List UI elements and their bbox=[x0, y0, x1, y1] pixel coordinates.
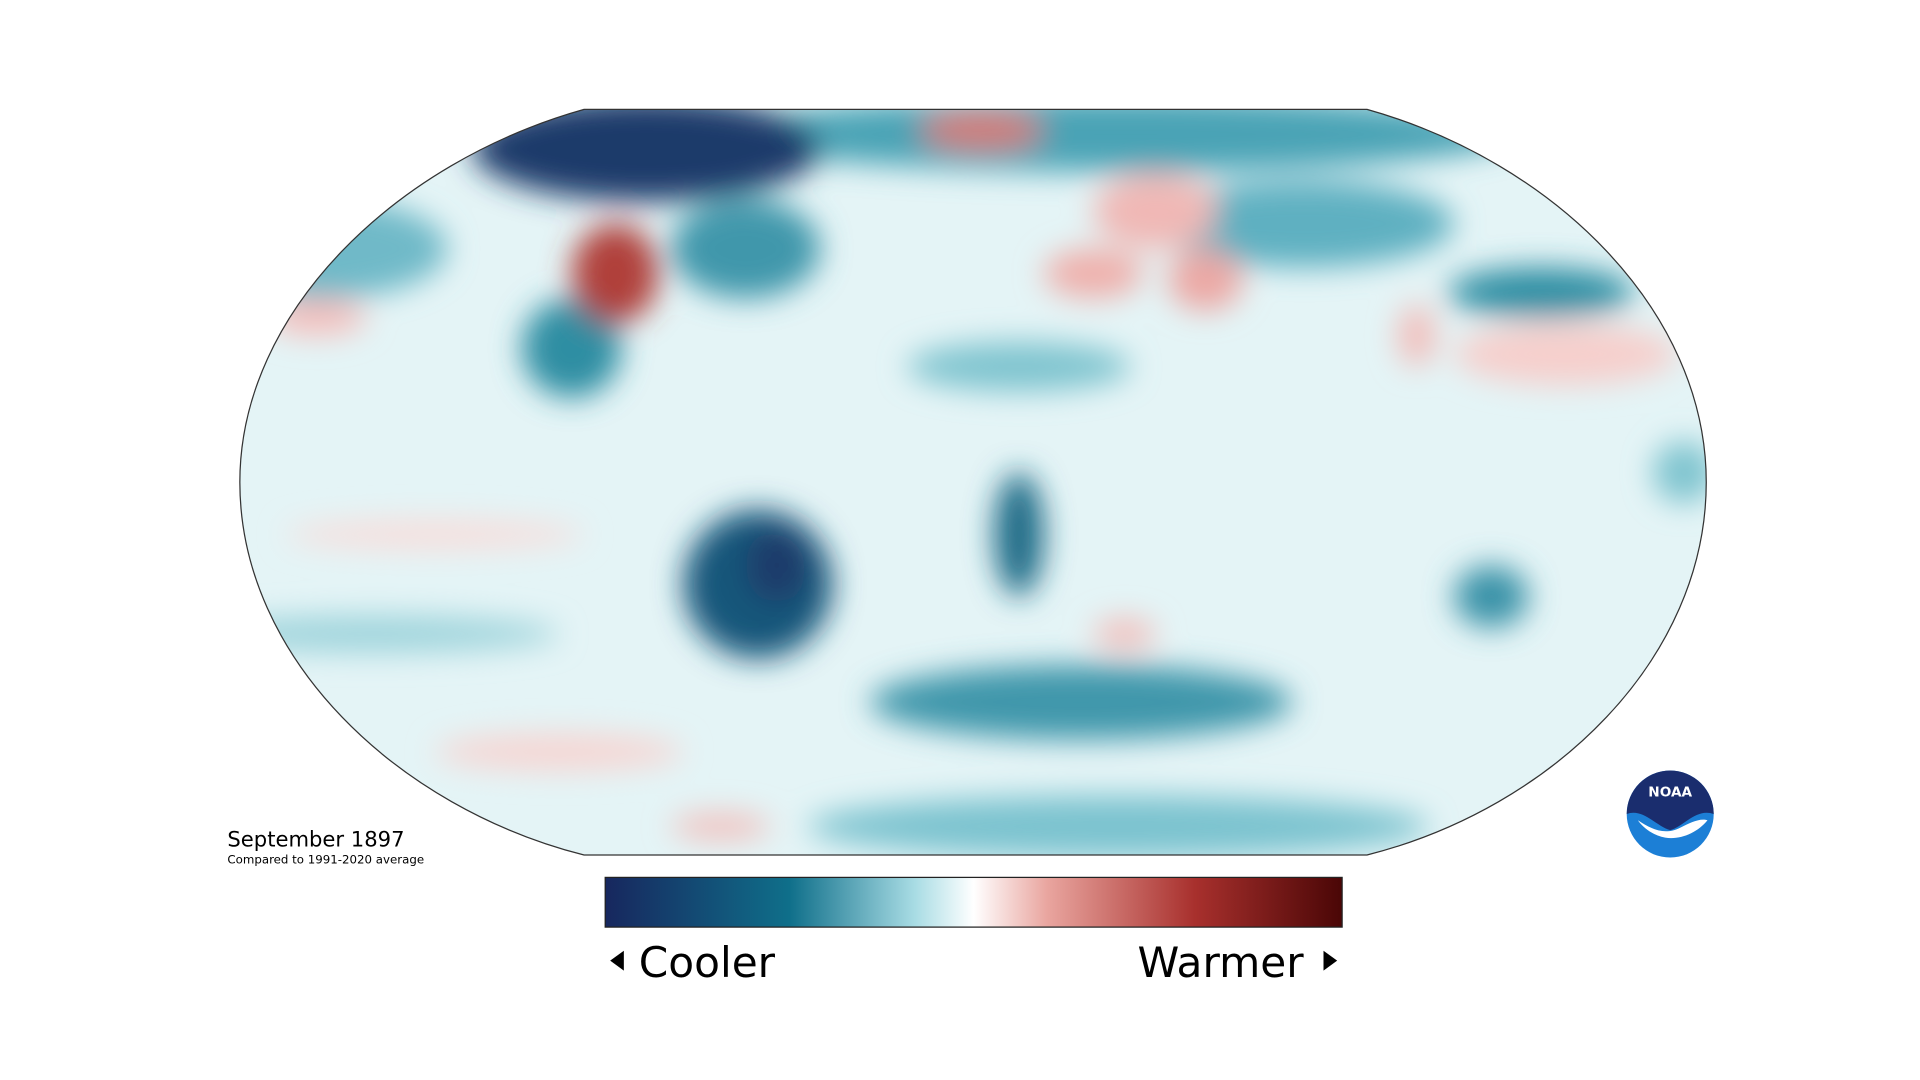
legend-low: Cooler bbox=[639, 938, 776, 987]
map-border bbox=[239, 108, 1707, 856]
anomaly-map bbox=[239, 109, 1707, 856]
map-date: September 1897 bbox=[227, 826, 404, 851]
warmer-arrow bbox=[1323, 950, 1338, 971]
map-subtitle: Compared to 1991-2020 average bbox=[227, 853, 424, 867]
noaa-logo: NOAA bbox=[1626, 770, 1714, 858]
cooler-arrow bbox=[610, 950, 624, 971]
logo-text: NOAA bbox=[1648, 785, 1692, 801]
color-scale bbox=[604, 876, 1343, 928]
legend-high: Warmer bbox=[1137, 938, 1304, 987]
